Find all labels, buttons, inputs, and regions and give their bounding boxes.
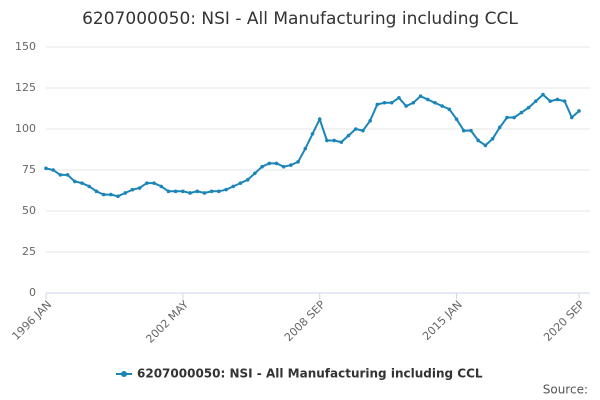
data-point <box>217 189 221 194</box>
x-tick-label: 2008 SEP <box>282 298 328 344</box>
data-line <box>45 93 580 198</box>
data-point <box>80 181 84 185</box>
data-point <box>325 138 329 143</box>
data-point <box>497 125 502 130</box>
y-tick-label: 50 <box>22 204 36 217</box>
data-point <box>411 100 416 105</box>
data-point <box>260 164 264 169</box>
data-point <box>353 127 358 131</box>
data-point <box>418 94 423 98</box>
data-point <box>555 97 560 102</box>
data-point <box>469 128 473 133</box>
x-tick-label: 1996 JAN <box>9 298 54 343</box>
data-point <box>123 191 128 195</box>
data-point <box>181 189 185 194</box>
data-point <box>476 138 480 143</box>
data-point <box>569 115 574 120</box>
data-point <box>361 128 365 133</box>
data-point <box>490 137 495 141</box>
data-point <box>382 100 387 105</box>
data-point <box>526 105 531 110</box>
data-point <box>512 115 516 120</box>
data-point <box>274 161 279 166</box>
y-tick-label: 150 <box>15 40 36 53</box>
data-point <box>404 104 408 108</box>
x-tick-label: 2002 MAY <box>143 298 191 346</box>
data-point <box>145 181 149 185</box>
data-point <box>94 189 99 194</box>
chart-title: 6207000050: NSI - All Manufacturing incl… <box>82 9 518 29</box>
data-point <box>389 100 394 105</box>
data-point <box>454 117 459 121</box>
data-point <box>109 192 113 197</box>
data-point <box>267 161 272 166</box>
data-point <box>368 119 372 123</box>
data-point <box>440 104 444 108</box>
legend-label: 6207000050: NSI - All Manufacturing incl… <box>137 367 483 381</box>
data-point <box>209 189 214 194</box>
data-point <box>397 96 401 100</box>
y-tick-label: 100 <box>15 122 36 135</box>
data-point <box>541 92 545 97</box>
data-point <box>73 179 77 184</box>
data-point <box>152 181 156 185</box>
x-tick-label: 2015 JAN <box>420 298 465 343</box>
data-point <box>296 160 300 164</box>
data-point <box>58 173 63 177</box>
data-point <box>202 191 207 195</box>
data-point <box>533 99 538 103</box>
data-point <box>51 168 56 172</box>
data-point <box>116 194 120 199</box>
data-point <box>310 132 315 136</box>
y-tick-label: 125 <box>15 81 36 94</box>
data-point <box>166 189 171 194</box>
legend-marker <box>121 371 127 377</box>
data-point <box>519 110 524 115</box>
data-point <box>87 184 92 189</box>
data-point <box>281 164 286 169</box>
data-point <box>433 100 437 105</box>
data-point <box>375 102 380 107</box>
x-tick-label: 2020 SEP <box>541 298 587 344</box>
data-point <box>231 184 236 189</box>
data-point <box>461 128 466 133</box>
data-point <box>195 189 200 194</box>
data-point <box>101 192 106 197</box>
data-point <box>483 143 488 148</box>
data-point <box>159 184 164 189</box>
data-point <box>577 109 581 113</box>
data-point <box>303 146 308 151</box>
y-tick-label: 25 <box>22 245 36 258</box>
y-tick-label: 75 <box>22 163 36 176</box>
data-point <box>317 117 322 121</box>
source-label: Source: <box>543 383 588 397</box>
data-point <box>224 187 228 192</box>
data-point <box>253 171 257 176</box>
data-point <box>188 191 192 195</box>
data-point <box>548 99 552 103</box>
data-point <box>447 107 452 112</box>
data-point <box>562 99 567 103</box>
data-point <box>289 163 293 167</box>
data-point <box>332 138 336 143</box>
y-tick-label: 0 <box>29 286 36 299</box>
data-point <box>130 187 135 192</box>
data-point <box>425 97 430 102</box>
data-point <box>173 189 178 194</box>
data-point <box>137 186 142 190</box>
data-point <box>65 173 70 177</box>
data-point <box>238 181 243 185</box>
data-point <box>339 140 344 144</box>
data-point <box>44 166 48 171</box>
data-point <box>346 133 351 138</box>
data-point <box>505 115 509 120</box>
data-point <box>245 178 250 182</box>
